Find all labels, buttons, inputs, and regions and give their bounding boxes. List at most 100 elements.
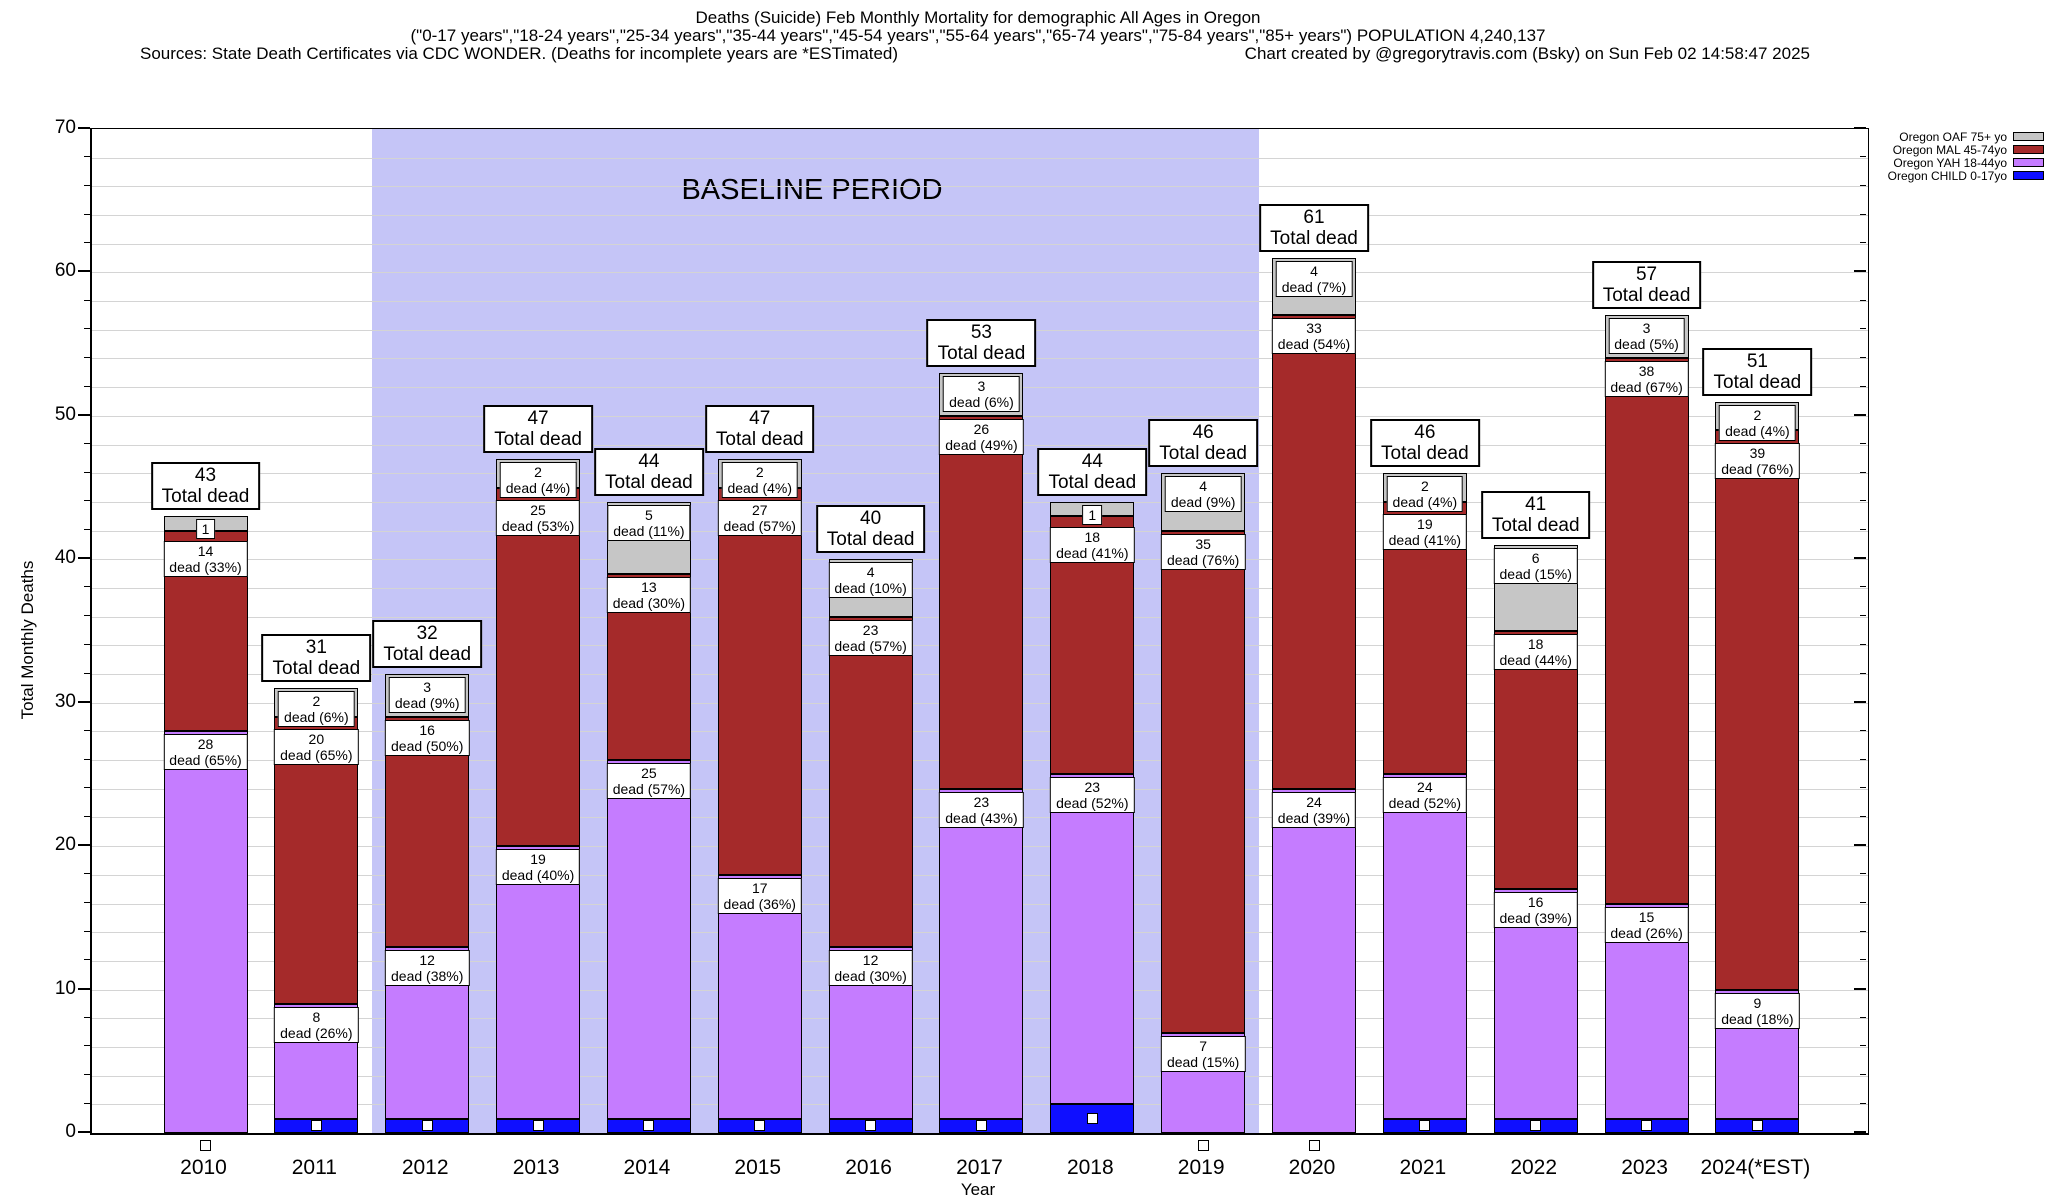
y-axis-tick-right xyxy=(1854,270,1866,273)
segment-label: 23 dead (43%) xyxy=(939,791,1024,828)
segment-label: 3 dead (9%) xyxy=(388,677,466,714)
y-axis-tick xyxy=(84,299,90,301)
y-axis-tick-right xyxy=(1854,700,1866,703)
y-axis-tick xyxy=(84,529,90,531)
y-axis-tick xyxy=(84,443,90,445)
y-axis-tick xyxy=(84,758,90,760)
y-axis-tick xyxy=(84,242,90,244)
y-axis-tick-right xyxy=(1854,987,1866,990)
x-tick-label: 2016 xyxy=(845,1156,892,1179)
total-dead-label: 40 Total dead xyxy=(815,505,926,554)
legend-swatch xyxy=(2013,145,2044,154)
y-axis-tick xyxy=(84,615,90,617)
y-axis-tick-right xyxy=(1854,127,1866,129)
gridline xyxy=(92,272,1868,274)
segment-label: 28 dead (65%) xyxy=(163,734,248,771)
y-axis-tick-right xyxy=(1860,787,1866,789)
child-point-marker xyxy=(1086,1113,1098,1125)
y-axis-tick xyxy=(84,1045,90,1047)
legend-label: Oregon CHILD 0-17yo xyxy=(1887,168,2007,183)
segment-label: 1 xyxy=(1082,504,1103,525)
total-dead-label: 44 Total dead xyxy=(594,447,704,496)
bar-segment xyxy=(1493,631,1578,890)
y-axis-tick xyxy=(84,184,90,186)
legend-item: Oregon CHILD 0-17yo xyxy=(1887,168,2044,183)
total-dead-label: 46 Total dead xyxy=(1370,419,1480,468)
plot-area: 1 14 dead (33%) 28 dead (65%) 43 Total dead 2 de… xyxy=(90,128,1869,1151)
child-point-marker xyxy=(200,1139,211,1151)
y-axis-tick xyxy=(84,213,90,215)
y-axis-tick xyxy=(84,586,90,588)
y-axis-tick xyxy=(84,385,90,387)
y-axis-tick-right xyxy=(1854,1131,1866,1133)
segment-label: 14 dead (33%) xyxy=(163,541,248,578)
y-axis-tick xyxy=(84,959,90,961)
bar-segment xyxy=(1050,774,1135,1105)
y-axis-tick-right xyxy=(1860,471,1866,473)
y-axis-tick-right xyxy=(1860,328,1866,330)
segment-label: 18 dead (44%) xyxy=(1493,634,1578,670)
y-axis-tick-right xyxy=(1860,529,1866,531)
segment-label: 38 dead (67%) xyxy=(1604,361,1689,398)
y-axis-tick-right xyxy=(1860,1074,1866,1076)
y-axis-tick-right xyxy=(1860,1045,1866,1047)
gridline xyxy=(92,215,1868,217)
y-axis-tick xyxy=(84,500,90,502)
bar-segment xyxy=(717,874,802,1119)
y-axis-tick xyxy=(84,729,90,731)
y-axis-tick xyxy=(84,1016,90,1018)
segment-label: 20 dead (65%) xyxy=(274,729,359,766)
segment-label: 1 xyxy=(195,519,216,540)
y-axis-tick-right xyxy=(1860,729,1866,731)
bar-segment xyxy=(1272,788,1356,1133)
baseline-period-label: BASELINE PERIOD xyxy=(681,174,943,206)
segment-label: 13 dead (30%) xyxy=(606,576,692,613)
bar-segment xyxy=(1604,358,1689,904)
y-tick-label: 50 xyxy=(54,403,76,425)
y-axis-tick xyxy=(78,700,90,703)
child-point-marker xyxy=(754,1120,766,1132)
y-tick-label: 20 xyxy=(54,834,76,856)
x-tick-label: 2014 xyxy=(623,1156,671,1179)
x-tick-label: 2010 xyxy=(180,1156,227,1179)
x-tick-label: 2021 xyxy=(1399,1156,1447,1179)
y-axis-tick-right xyxy=(1860,242,1866,244)
y-axis-tick xyxy=(78,270,90,273)
chart-title-line1: Deaths (Suicide) Feb Monthly Mortality f… xyxy=(695,8,1261,27)
child-point-marker xyxy=(1197,1139,1209,1151)
y-tick-label: 30 xyxy=(54,690,76,712)
legend-label: Oregon YAH 18-44yo xyxy=(1893,155,2007,170)
child-point-marker xyxy=(1308,1139,1320,1151)
credit-note: Chart created by @gregorytravis.com (Bsk… xyxy=(1244,44,1810,63)
total-dead-label: 44 Total dead xyxy=(1037,447,1148,496)
gridline xyxy=(92,243,1868,245)
y-axis-tick-right xyxy=(1860,586,1866,588)
y-axis-tick-right xyxy=(1860,672,1866,674)
segment-label: 24 dead (52%) xyxy=(1382,777,1468,814)
y-tick-label: 0 xyxy=(65,1121,76,1142)
y-axis-tick-right xyxy=(1860,615,1866,617)
segment-label: 9 dead (18%) xyxy=(1715,992,1800,1029)
y-axis-tick-right xyxy=(1860,213,1866,215)
bar-segment xyxy=(163,731,248,1133)
segment-label: 17 dead (36%) xyxy=(717,877,802,914)
y-axis-tick xyxy=(84,672,90,674)
gridline xyxy=(92,157,1868,159)
child-point-marker xyxy=(1751,1120,1763,1132)
y-axis-tick xyxy=(84,156,90,158)
bar-segment xyxy=(1382,774,1467,1119)
y-axis-tick xyxy=(84,787,90,789)
child-point-marker xyxy=(643,1120,655,1132)
y-axis-tick-right xyxy=(1860,873,1866,875)
y-axis-tick-right xyxy=(1860,184,1866,186)
child-point-marker xyxy=(1530,1120,1542,1132)
segment-label: 2 dead (4%) xyxy=(721,461,799,498)
legend-item: Oregon OAF 75+ yo xyxy=(1888,130,2044,144)
y-axis-tick-right xyxy=(1860,299,1866,301)
y-axis-tick-right xyxy=(1860,156,1866,158)
legend-item: Oregon YAH 18-44yo xyxy=(1888,155,2044,170)
segment-label: 3 dead (6%) xyxy=(943,375,1020,412)
segment-label: 23 dead (57%) xyxy=(828,619,913,656)
y-axis-tick xyxy=(78,127,90,129)
